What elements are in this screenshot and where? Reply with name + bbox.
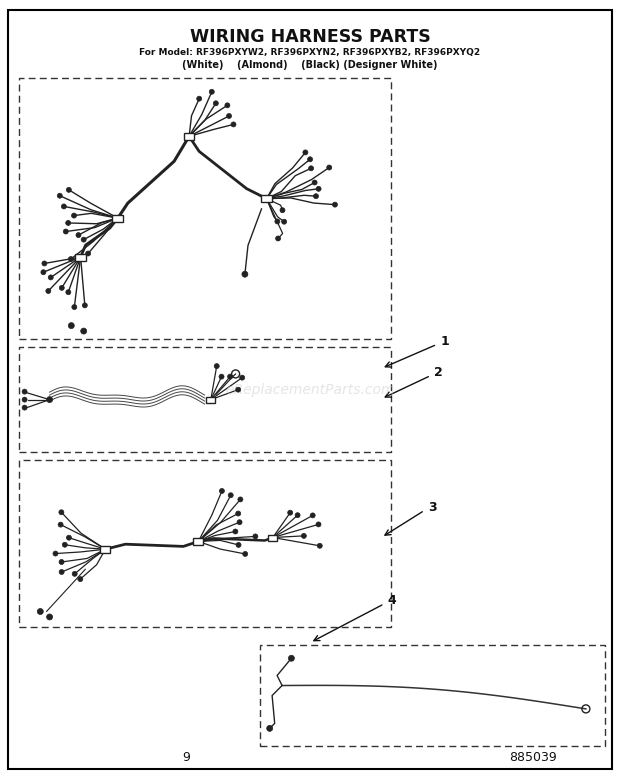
Circle shape [228,524,232,529]
Circle shape [288,510,293,515]
Circle shape [230,530,235,534]
Circle shape [232,502,237,508]
Circle shape [332,192,337,198]
Text: eReplacementParts.com: eReplacementParts.com [225,382,395,397]
Bar [19,347,391,452]
Circle shape [229,122,234,127]
Circle shape [22,397,27,402]
Circle shape [78,232,82,237]
Circle shape [328,202,333,206]
Circle shape [231,514,236,519]
Bar [100,546,110,552]
Circle shape [288,655,294,661]
Circle shape [66,576,71,581]
Circle shape [22,405,27,410]
Circle shape [46,397,53,403]
Bar [206,397,215,403]
Circle shape [81,291,86,295]
Circle shape [45,289,50,294]
Circle shape [68,323,74,329]
Text: 9: 9 [182,751,190,763]
Text: 885039: 885039 [509,751,557,763]
Circle shape [302,517,307,523]
Circle shape [55,531,60,537]
Circle shape [324,167,329,171]
Bar [268,534,277,541]
Circle shape [65,228,70,234]
Circle shape [300,153,305,158]
Text: For Model: RF396PXYW2, RF396PXYN2, RF396PXYB2, RF396PXYQ2: For Model: RF396PXYW2, RF396PXYN2, RF396… [140,48,480,58]
Circle shape [234,379,239,384]
Circle shape [273,227,278,231]
Circle shape [44,278,49,283]
Circle shape [66,213,72,218]
Circle shape [218,108,223,113]
Bar [184,133,194,139]
Circle shape [79,247,84,252]
Circle shape [324,185,329,190]
Circle shape [22,390,27,394]
Circle shape [56,221,61,227]
Circle shape [214,100,219,105]
Circle shape [85,252,90,256]
Circle shape [305,504,310,509]
Circle shape [221,116,226,122]
Circle shape [54,541,59,546]
Circle shape [56,291,61,296]
Text: 3: 3 [428,501,436,513]
Bar [19,78,391,339]
Circle shape [210,87,215,93]
Circle shape [65,292,70,298]
Circle shape [64,196,69,201]
Circle shape [308,182,313,186]
Bar [19,460,391,627]
Text: 2: 2 [434,366,443,379]
Circle shape [254,544,259,549]
Circle shape [303,161,308,166]
Circle shape [68,189,73,193]
Text: WIRING HARNESS PARTS: WIRING HARNESS PARTS [190,28,430,47]
Bar [260,645,604,746]
Circle shape [51,552,56,556]
Circle shape [213,369,218,374]
Circle shape [197,97,202,102]
Circle shape [242,271,248,277]
Circle shape [238,550,243,555]
Circle shape [81,328,87,334]
Circle shape [60,203,64,209]
Text: 1: 1 [440,335,449,347]
Circle shape [316,543,321,548]
Circle shape [25,264,30,269]
Circle shape [42,270,46,274]
Circle shape [283,210,288,214]
Circle shape [280,217,285,223]
Circle shape [228,374,232,379]
Circle shape [306,167,311,172]
Circle shape [279,227,284,233]
Circle shape [229,492,234,497]
Circle shape [58,522,63,527]
Circle shape [53,562,58,566]
Circle shape [79,575,84,580]
Text: 4: 4 [388,594,396,607]
Circle shape [239,535,244,540]
Bar [193,538,203,545]
Circle shape [65,515,70,520]
Circle shape [37,608,43,615]
Circle shape [308,524,313,529]
Circle shape [235,387,240,393]
Bar [112,215,123,221]
Text: (White)    (Almond)    (Black) (Designer White): (White) (Almond) (Black) (Designer White… [182,60,438,69]
Bar [261,196,272,202]
Circle shape [46,614,53,620]
Circle shape [224,363,229,368]
Circle shape [73,299,78,304]
Circle shape [58,570,63,575]
Circle shape [306,533,311,538]
Bar [75,254,86,260]
Circle shape [214,499,219,505]
Circle shape [267,725,273,731]
Circle shape [71,244,76,249]
